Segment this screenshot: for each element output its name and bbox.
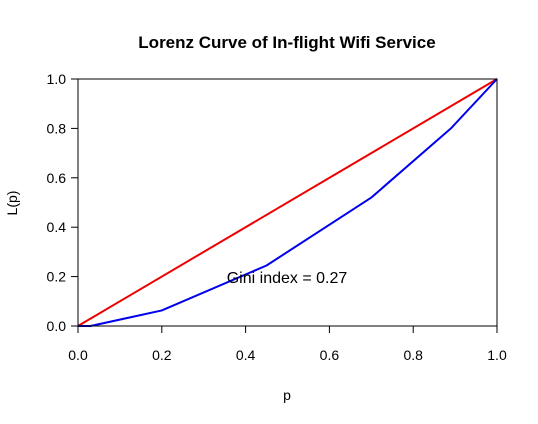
x-tick-label: 0.4 — [236, 347, 256, 363]
x-tick-label: 0.0 — [68, 347, 88, 363]
y-tick-label: 0.4 — [47, 219, 67, 235]
y-tick-label: 1.0 — [47, 71, 67, 87]
x-tick-label: 0.8 — [403, 347, 423, 363]
y-tick-label: 0.6 — [47, 170, 67, 186]
y-axis: 0.0 0.2 0.4 0.6 0.8 1.0 — [47, 71, 78, 334]
equality-line — [77, 78, 498, 327]
y-tick-label: 0.2 — [47, 269, 67, 285]
chart-title: Lorenz Curve of In-flight Wifi Service — [138, 33, 435, 52]
x-axis: 0.0 0.2 0.4 0.6 0.8 1.0 — [68, 326, 507, 363]
x-tick-label: 0.2 — [152, 347, 172, 363]
y-tick-label: 0.0 — [47, 318, 67, 334]
x-tick-label: 1.0 — [487, 347, 507, 363]
plot-frame — [77, 78, 498, 327]
series-layer — [77, 78, 498, 327]
x-tick-label: 0.6 — [320, 347, 340, 363]
x-axis-label: p — [283, 387, 291, 403]
gini-annotation: Gini index = 0.27 — [227, 270, 348, 287]
y-axis-label: L(p) — [4, 191, 20, 216]
y-tick-label: 0.8 — [47, 120, 67, 136]
